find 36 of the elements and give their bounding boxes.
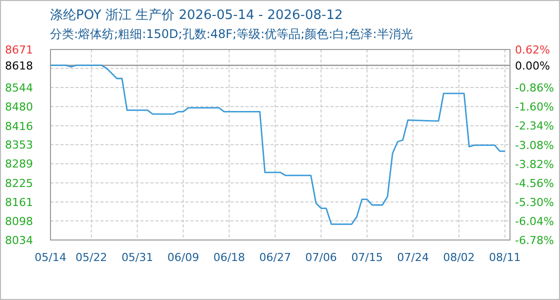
y2-tick-label: -3.08% (515, 138, 554, 152)
y-tick-label: 8098 (5, 214, 33, 228)
y2-tick-label: -4.56% (515, 176, 554, 190)
y-tick-label: 8353 (5, 138, 33, 152)
x-tick-label: 07/24 (397, 251, 429, 264)
y-tick-label: 8416 (5, 120, 33, 133)
y2-tick-label: 0.00% (515, 59, 550, 72)
x-tick-label: 05/22 (75, 251, 108, 264)
line-series (50, 64, 506, 225)
y-tick-label: 8034 (5, 234, 33, 247)
x-tick-label: 06/18 (213, 251, 246, 264)
y-tick-label: 8618 (5, 59, 33, 72)
y-tick-label: 8161 (5, 196, 33, 210)
chart-title: 涤纶POY 浙江 生产价 2026-05-14 - 2026-08-12 (50, 8, 343, 23)
y2-tick-label: -1.60% (515, 100, 554, 114)
x-tick-label: 05/14 (34, 251, 66, 264)
x-tick-label: 07/15 (351, 251, 383, 264)
y2-tick-label: -2.34% (515, 120, 554, 133)
y2-tick-label: -5.30% (515, 196, 554, 209)
y-tick-label: 8671 (5, 44, 33, 56)
x-tick-label: 07/06 (305, 251, 337, 264)
y2-tick-label: -3.82% (515, 158, 554, 171)
x-tick-label: 06/09 (167, 251, 200, 264)
y-tick-label: 8480 (5, 100, 33, 114)
x-tick-label: 06/27 (259, 251, 291, 264)
x-tick-label: 08/11 (489, 251, 521, 264)
y2-tick-label: -6.78% (515, 234, 554, 247)
chart-subtitle: 分类:熔体纺;粗细:150D;孔数:48F;等级:优等品;颜色:白;色泽:半消光 (50, 27, 413, 41)
y2-tick-label: -6.04% (515, 214, 554, 228)
x-tick-label: 08/02 (443, 251, 475, 264)
y2-tick-label: -0.86% (515, 82, 554, 95)
y-tick-label: 8544 (5, 81, 33, 94)
y2-tick-label: 0.62% (515, 44, 550, 56)
y-tick-label: 8289 (5, 158, 33, 171)
y-tick-label: 8225 (5, 176, 33, 190)
x-tick-label: 05/31 (121, 251, 154, 264)
